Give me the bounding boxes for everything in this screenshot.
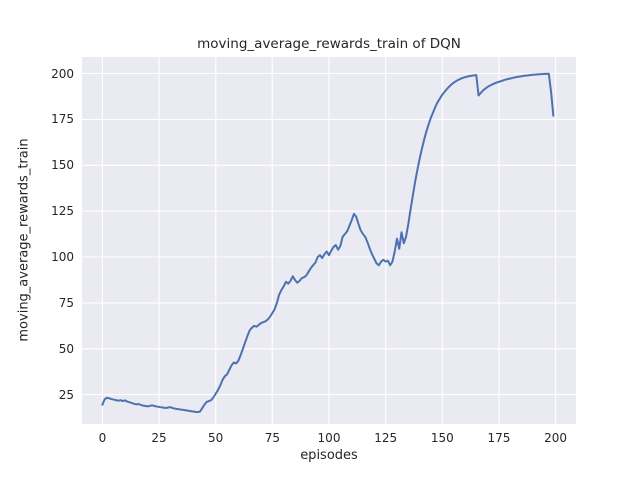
x-tick-label: 175 [487,431,511,445]
y-axis-label: moving_average_rewards_train [16,138,32,342]
y-tick-label: 175 [51,112,74,127]
reward-line [101,72,555,414]
y-tick-label: 50 [58,341,74,356]
x-tick-label: 150 [430,431,454,445]
plot-area [82,57,576,424]
y-tick-label: 75 [58,295,74,310]
x-tick-label: 100 [317,431,341,445]
chart-title: moving_average_rewards_train of DQN [197,36,461,52]
y-tick-label: 125 [51,204,74,219]
x-tick-label: 25 [151,431,167,445]
y-tick-label: 150 [51,158,74,173]
x-tick-label: 0 [98,431,107,445]
x-axis-label: episodes [300,448,358,463]
chart-svg [82,57,576,424]
y-tick-label: 200 [51,66,74,81]
x-tick-label: 125 [374,431,398,445]
y-tick-label: 100 [51,250,74,264]
x-tick-label: 75 [264,431,280,445]
x-tick-label: 50 [208,431,224,445]
x-tick-label: 200 [544,431,568,445]
y-tick-label: 25 [58,387,74,402]
